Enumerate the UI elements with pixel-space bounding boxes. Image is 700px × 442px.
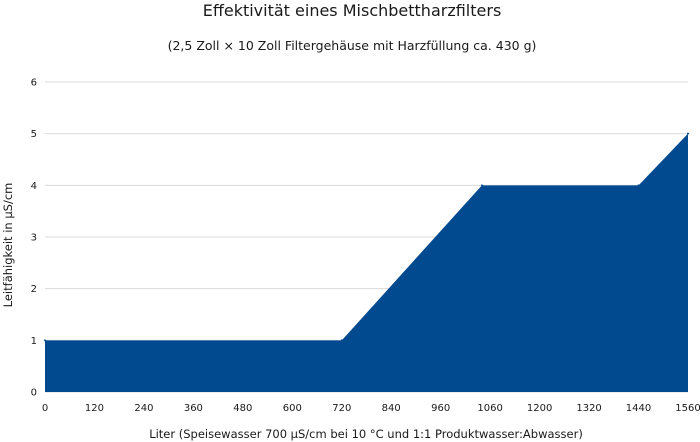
x-axis-label: Liter (Speisewasser 700 µS/cm bei 10 °C …	[149, 427, 583, 441]
y-tick-label: 3	[31, 233, 37, 244]
x-tick-label: 1060	[477, 403, 502, 414]
y-tick-label: 4	[31, 181, 37, 192]
x-tick-label: 840	[382, 403, 401, 414]
x-tick-label: 0	[42, 403, 48, 414]
x-axis-ticks: 0 120 240 360 480 600 720 840 960 1060 1200 1320 144…	[42, 403, 700, 414]
x-tick-label: 480	[233, 403, 252, 414]
area-data-point	[340, 339, 343, 342]
area-series	[45, 133, 688, 392]
x-tick-label: 720	[332, 403, 351, 414]
x-tick-label: 600	[283, 403, 302, 414]
y-tick-label: 0	[31, 388, 37, 399]
plot-area	[44, 132, 689, 392]
area-data-point	[44, 339, 46, 342]
y-tick-label: 6	[31, 78, 37, 89]
x-tick-label: 1320	[576, 403, 601, 414]
x-tick-label: 1560	[675, 403, 700, 414]
y-tick-label: 1	[31, 336, 37, 347]
x-tick-label: 240	[134, 403, 153, 414]
y-tick-label: 2	[31, 284, 37, 295]
area-data-point	[637, 184, 640, 187]
x-tick-label: 1200	[527, 403, 552, 414]
x-tick-label: 1440	[626, 403, 651, 414]
x-tick-label: 960	[431, 403, 450, 414]
x-tick-label: 120	[85, 403, 104, 414]
area-data-point	[687, 132, 689, 135]
y-tick-label: 5	[31, 129, 37, 140]
chart-subtitle: (2,5 Zoll × 10 Zoll Filtergehäuse mit Ha…	[168, 38, 537, 53]
y-axis-label: Leitfähigkeit in µS/cm	[1, 183, 15, 308]
area-data-point	[480, 184, 483, 187]
y-axis-ticks: 0 1 2 3 4 5 6	[31, 78, 37, 399]
chart-title: Effektivität eines Mischbettharzfilters	[203, 1, 502, 20]
x-tick-label: 360	[184, 403, 203, 414]
